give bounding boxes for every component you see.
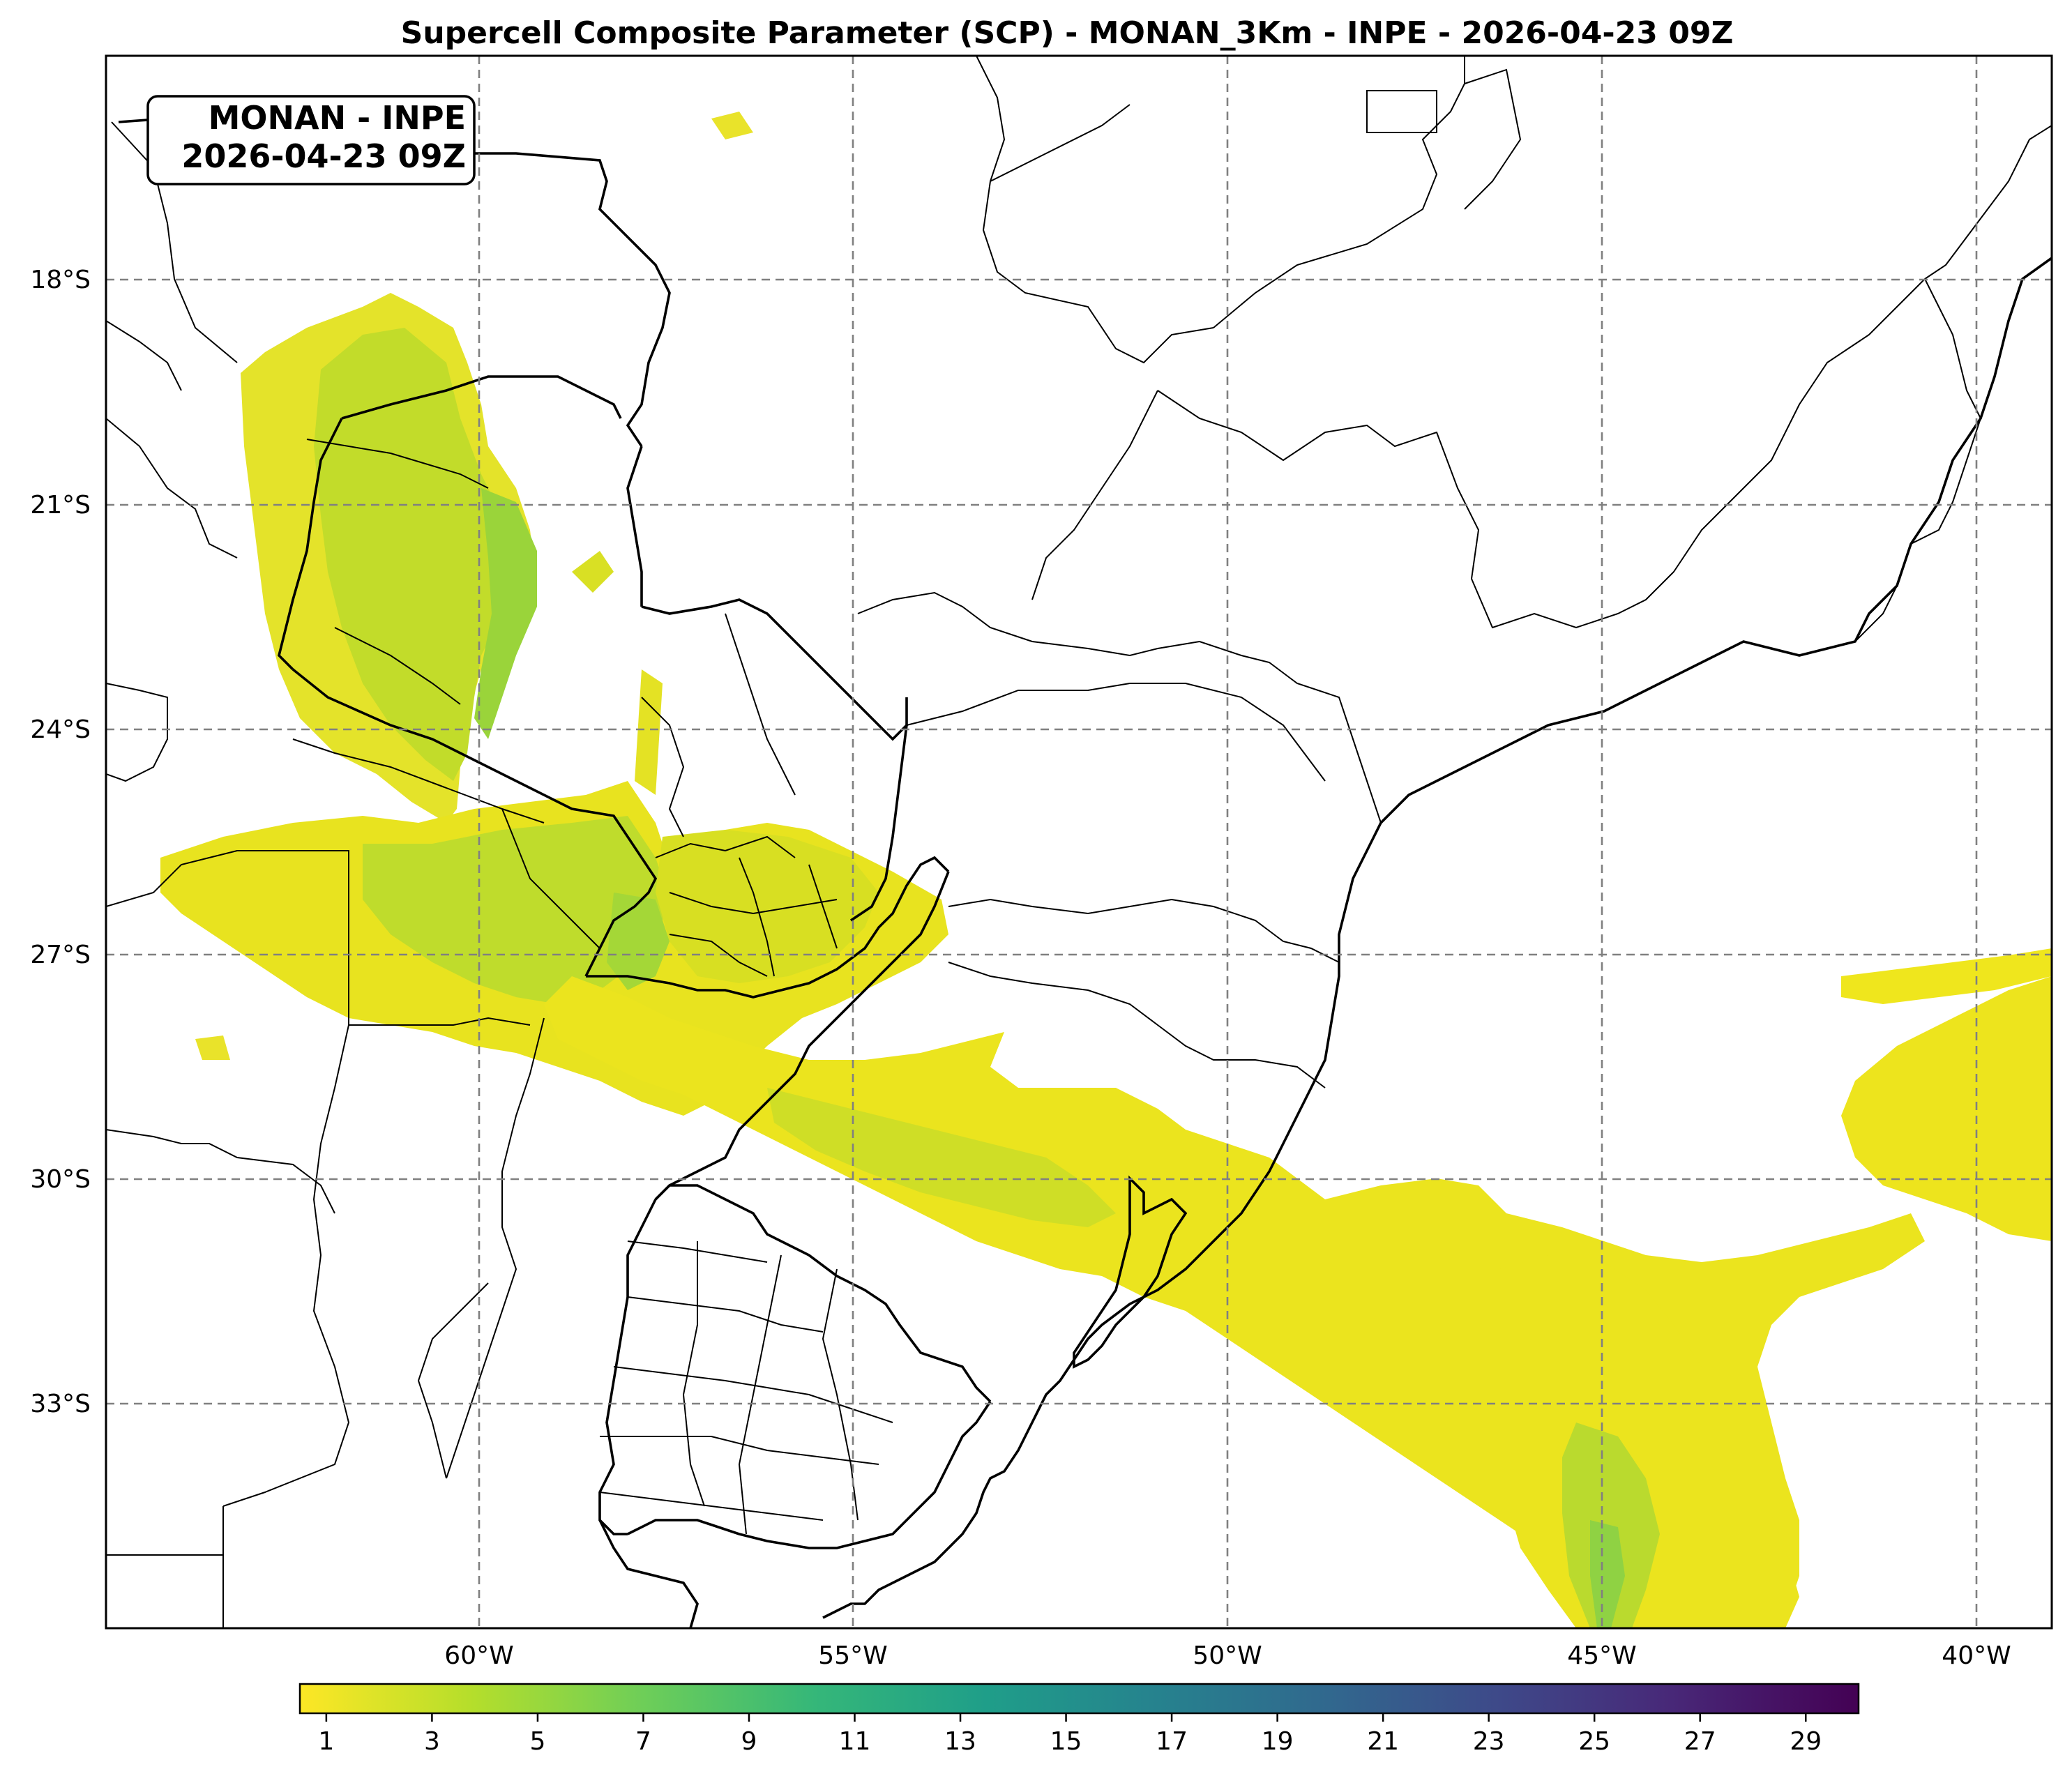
scp-region-chaco-strong xyxy=(474,488,537,739)
scp-cell xyxy=(711,112,753,139)
colorbar-tick-label: 3 xyxy=(424,1727,440,1756)
scp-cell xyxy=(635,669,663,795)
scp-region-argentina-core xyxy=(363,816,670,1004)
colorbar-tick-label: 1 xyxy=(318,1727,334,1756)
colorbar-gradient xyxy=(298,1683,1860,1715)
colorbar-tick-label: 21 xyxy=(1367,1727,1399,1756)
colorbar-tick-label: 7 xyxy=(635,1727,651,1756)
scp-region-misiones-core xyxy=(607,893,670,990)
badge-line-1: MONAN - INPE xyxy=(209,99,466,137)
scp-region-chaco-core xyxy=(314,328,516,781)
colorbar-tick-label: 27 xyxy=(1684,1727,1716,1756)
colorbar-tick-label: 5 xyxy=(529,1727,545,1756)
scp-region-atlantic-strong xyxy=(1590,1520,1625,1628)
state-borders xyxy=(106,56,2052,1628)
scp-region-rs-core xyxy=(767,1088,1116,1227)
scp-field xyxy=(160,112,2052,1628)
colorbar-tick-label: 11 xyxy=(839,1727,871,1756)
colorbar-tick-label: 25 xyxy=(1578,1727,1610,1756)
graticule xyxy=(106,56,2052,1628)
scp-region-east xyxy=(1841,976,2052,1241)
lon-label: 50°W xyxy=(1193,1641,1262,1670)
colorbar-tick-label: 15 xyxy=(1050,1727,1082,1756)
map-frame xyxy=(105,54,2053,1630)
longitude-labels: 60°W 55°W 50°W 45°W 40°W xyxy=(444,1641,2011,1670)
lon-label: 40°W xyxy=(1942,1641,2011,1670)
colorbar-tick-label: 29 xyxy=(1790,1727,1822,1756)
lat-label: 21°S xyxy=(30,491,91,519)
figure-title: Supercell Composite Parameter (SCP) - MO… xyxy=(401,15,1734,51)
colorbar-tick-label: 17 xyxy=(1156,1727,1188,1756)
lat-label: 18°S xyxy=(30,266,91,294)
lon-label: 45°W xyxy=(1567,1641,1636,1670)
colorbar-tick-label: 13 xyxy=(944,1727,976,1756)
latitude-labels: 18°S 21°S 24°S 27°S 30°S 33°S xyxy=(30,266,91,1418)
model-badge: MONAN - INPE 2026-04-23 09Z xyxy=(146,95,476,185)
scp-cell xyxy=(572,551,614,593)
country-borders xyxy=(118,117,992,1628)
lon-label: 60°W xyxy=(444,1641,513,1670)
scp-region-misiones xyxy=(656,830,879,983)
lat-label: 30°S xyxy=(30,1165,91,1194)
lat-label: 24°S xyxy=(30,715,91,744)
lat-label: 27°S xyxy=(30,941,91,969)
lat-label: 33°S xyxy=(30,1390,91,1418)
colorbar-tick-label: 9 xyxy=(741,1727,757,1756)
scp-region-east-patch xyxy=(1841,948,2052,1004)
colorbar: 1 3 5 7 9 11 13 15 17 19 21 23 25 27 29 xyxy=(298,1683,1860,1756)
map-area xyxy=(106,56,2052,1628)
scp-cell xyxy=(195,1035,230,1060)
colorbar-tick-label: 23 xyxy=(1473,1727,1505,1756)
badge-line-2: 2026-04-23 09Z xyxy=(181,137,466,175)
colorbar-ticks: 1 3 5 7 9 11 13 15 17 19 21 23 25 27 29 xyxy=(318,1713,1822,1756)
coastline xyxy=(822,257,2052,1619)
lon-label: 55°W xyxy=(818,1641,887,1670)
colorbar-tick-label: 19 xyxy=(1262,1727,1294,1756)
